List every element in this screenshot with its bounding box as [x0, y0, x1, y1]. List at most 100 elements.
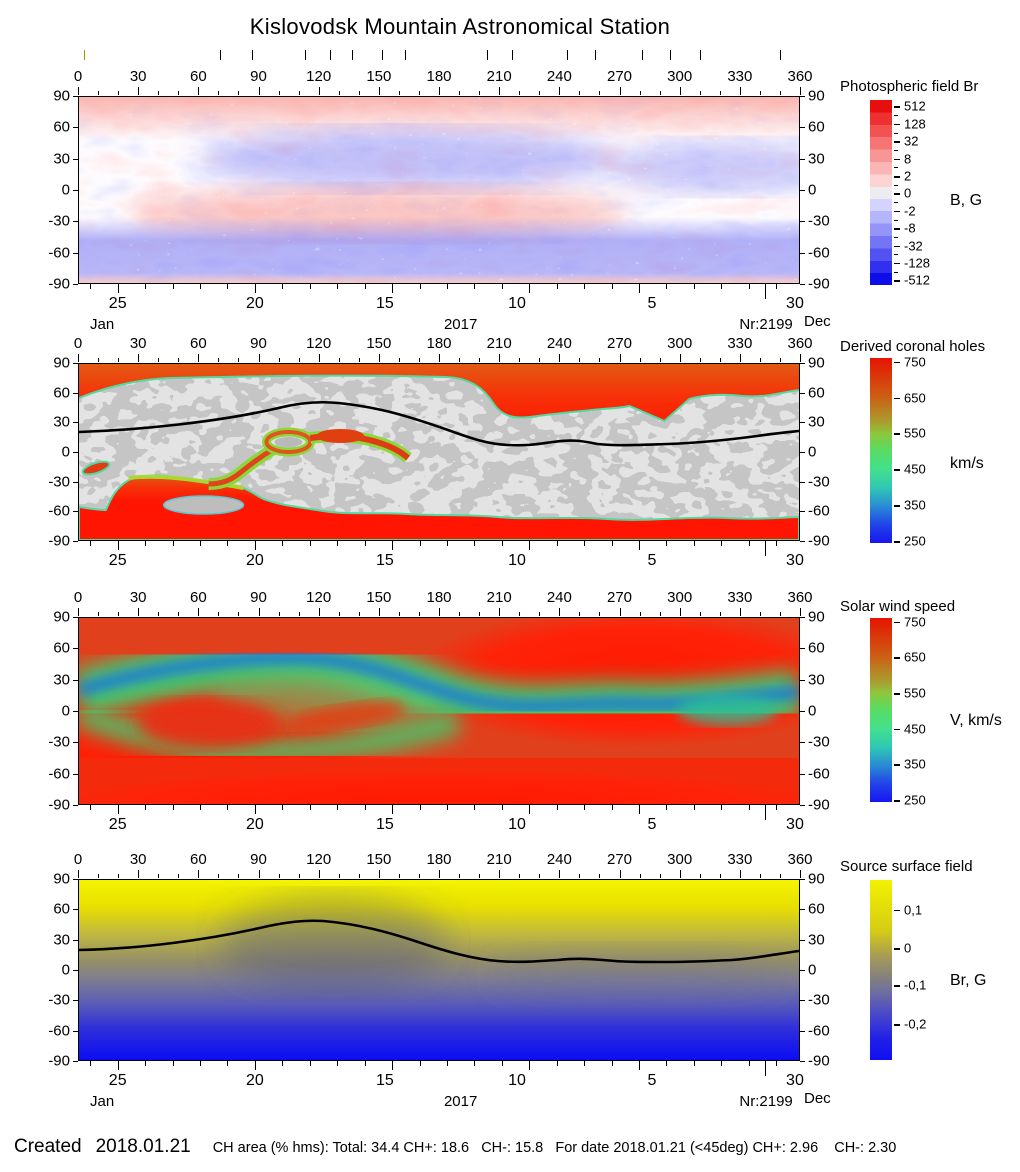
lat-tick-mark	[800, 452, 805, 453]
colorbar-tick-mark	[894, 505, 900, 507]
lat-tick-mark	[73, 252, 78, 254]
lon-tick-mark	[659, 612, 661, 616]
observation-day-tick	[486, 50, 488, 60]
date-tick-mark	[254, 284, 256, 293]
date-tick-mark	[666, 805, 668, 810]
lon-tick-label: 330	[727, 68, 753, 85]
lon-tick-label: 210	[486, 335, 512, 352]
lat-tick-label: -90	[48, 1052, 70, 1070]
lon-tick-mark	[198, 87, 200, 95]
colorbar-tick-label: -512	[904, 272, 931, 288]
date-tick-mark	[172, 1061, 174, 1066]
colorbar-tick-label: 8	[904, 151, 912, 167]
date-tick-mark	[474, 541, 476, 546]
date-tick-mark	[254, 541, 256, 550]
lon-tick-label: 270	[606, 335, 633, 352]
lat-tick-label: 90	[808, 354, 825, 372]
colorbar-tick-label: 350	[904, 756, 926, 772]
lon-tick-mark	[739, 608, 741, 616]
lat-tick-label: -30	[808, 991, 830, 1009]
lon-tick-mark	[439, 608, 440, 616]
lat-tick-mark	[73, 392, 78, 394]
lon-tick-mark	[158, 91, 160, 95]
lat-tick-mark	[800, 805, 805, 806]
colorbar-title: Solar wind speed	[840, 598, 956, 615]
colorbar-tick-label: 0	[904, 185, 912, 201]
lat-tick-mark	[73, 1061, 78, 1062]
date-tick-label: 25	[108, 816, 127, 833]
year-boundary-tick	[764, 541, 766, 556]
colorbar-title: Derived coronal holes	[840, 338, 986, 355]
lat-tick-mark	[800, 711, 805, 712]
lon-tick-label: 30	[129, 851, 147, 868]
colorbar-unit-label: km/s	[950, 455, 984, 472]
date-tick-mark	[227, 1061, 229, 1066]
date-tick-label: 30	[786, 552, 804, 569]
year-boundary-tick	[764, 805, 766, 820]
lon-tick-mark	[539, 874, 541, 878]
date-tick-mark	[584, 1061, 586, 1066]
colorbar-tick-mark	[894, 469, 900, 471]
date-tick-mark	[90, 541, 92, 546]
lat-tick-label: 0	[61, 443, 70, 461]
date-tick-mark	[529, 541, 531, 550]
lon-tick-mark	[779, 358, 781, 362]
lon-tick-mark	[258, 608, 260, 616]
source-surface-map	[78, 879, 800, 1061]
lon-tick-label: 330	[727, 589, 753, 606]
date-tick-mark	[364, 541, 366, 546]
month-end-label: Dec	[804, 313, 831, 330]
date-tick-mark	[611, 1061, 613, 1066]
colorbar-tick-label: -0,1	[904, 977, 927, 993]
date-tick-mark	[364, 1061, 366, 1066]
colorbar-tick-mark	[894, 657, 900, 659]
year-label: 2017	[443, 316, 478, 333]
lon-tick-mark	[138, 608, 140, 616]
lon-tick-mark	[78, 870, 79, 878]
lon-tick-mark	[178, 358, 180, 362]
month-start-label: Jan	[90, 1093, 115, 1110]
lon-tick-mark	[338, 612, 340, 616]
lon-tick-mark	[659, 358, 661, 362]
observation-day-tick	[670, 50, 672, 60]
colorbar-tick-mark	[894, 361, 900, 364]
lon-tick-mark	[238, 612, 240, 616]
date-tick-mark	[145, 284, 147, 289]
lat-tick-label: -90	[808, 796, 830, 814]
lon-tick-label: 90	[250, 68, 267, 85]
lat-tick-mark	[73, 541, 78, 542]
carrington-rotation-label: Nr:2199	[739, 1093, 793, 1110]
lon-tick-label: 180	[426, 335, 452, 352]
date-tick-mark	[446, 541, 448, 546]
date-tick-label: 15	[375, 1072, 394, 1089]
lon-tick-mark	[779, 874, 781, 878]
lon-tick-mark	[318, 87, 320, 95]
date-tick-label: 30	[786, 1072, 804, 1089]
lon-tick-mark	[118, 91, 120, 95]
observation-day-tick	[83, 50, 85, 60]
lon-tick-label: 300	[667, 589, 693, 606]
lon-tick-mark	[619, 870, 621, 878]
date-tick-mark	[392, 541, 394, 550]
lon-tick-mark	[499, 870, 501, 878]
lat-tick-mark	[800, 1030, 805, 1032]
lat-tick-mark	[800, 742, 805, 744]
date-tick-mark	[227, 541, 229, 546]
colorbar-tick-mark	[894, 909, 900, 912]
lon-tick-label: 0	[73, 335, 83, 352]
date-tick-mark	[776, 1061, 778, 1066]
date-tick-mark	[529, 284, 531, 293]
date-tick-mark	[364, 805, 366, 810]
lat-tick-mark	[73, 909, 78, 911]
date-tick-mark	[337, 284, 339, 289]
date-tick-mark	[117, 541, 119, 550]
lon-tick-mark	[198, 870, 200, 878]
lon-tick-mark	[599, 358, 601, 362]
date-tick-mark	[282, 284, 284, 289]
lon-tick-mark	[779, 612, 781, 616]
colorbar-tick-mark	[894, 1024, 900, 1026]
lon-tick-mark	[178, 612, 180, 616]
lon-tick-label: 120	[306, 589, 332, 606]
lon-tick-mark	[759, 612, 761, 616]
lon-tick-label: 270	[606, 851, 633, 868]
